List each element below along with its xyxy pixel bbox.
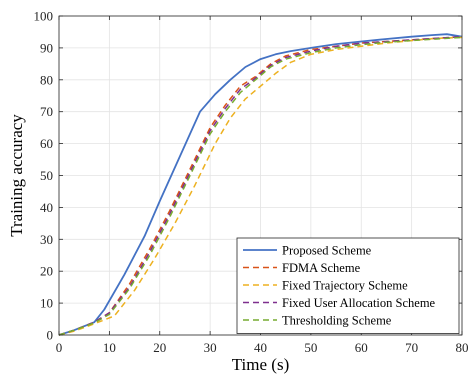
x-tick-label: 0: [56, 340, 63, 355]
x-axis-label: Time (s): [232, 355, 289, 374]
y-tick-label: 70: [40, 104, 53, 119]
legend-label: Fixed User Allocation Scheme: [282, 296, 436, 310]
y-tick-label: 10: [40, 296, 53, 311]
series-lines: [58, 33, 463, 336]
legend-label: Fixed Trajectory Scheme: [282, 279, 408, 293]
x-tick-label: 80: [456, 340, 469, 355]
series-line: [58, 35, 463, 336]
axis-ticks: 0 10 20 30 40 50 60 70 80 0 10 20 30 40 50 60 70 80 90 100: [34, 9, 469, 356]
y-tick-label: 50: [40, 168, 53, 183]
x-tick-label: 20: [153, 340, 166, 355]
y-tick-label: 60: [40, 136, 53, 151]
x-tick-label: 30: [204, 340, 217, 355]
y-axis-label: Training accuracy: [7, 114, 26, 237]
x-tick-label: 70: [405, 340, 418, 355]
legend-label: FDMA Scheme: [282, 261, 361, 275]
legend-label: Thresholding Scheme: [282, 314, 392, 328]
y-tick-label: 80: [40, 72, 53, 87]
series-line: [58, 36, 463, 336]
x-tick-label: 10: [103, 340, 116, 355]
y-tick-label: 40: [40, 200, 53, 215]
y-tick-label: 100: [34, 9, 54, 24]
y-tick-label: 20: [40, 264, 53, 279]
series-line: [58, 33, 463, 336]
x-tick-label: 60: [355, 340, 368, 355]
series-line: [58, 36, 463, 336]
x-tick-label: 50: [304, 340, 317, 355]
x-tick-label: 40: [254, 340, 267, 355]
legend: Proposed Scheme FDMA Scheme Fixed Trajecto…: [236, 237, 460, 334]
y-tick-label: 90: [40, 40, 53, 55]
y-tick-label: 30: [40, 232, 53, 247]
y-tick-label: 0: [47, 328, 54, 343]
legend-label: Proposed Scheme: [282, 244, 372, 258]
